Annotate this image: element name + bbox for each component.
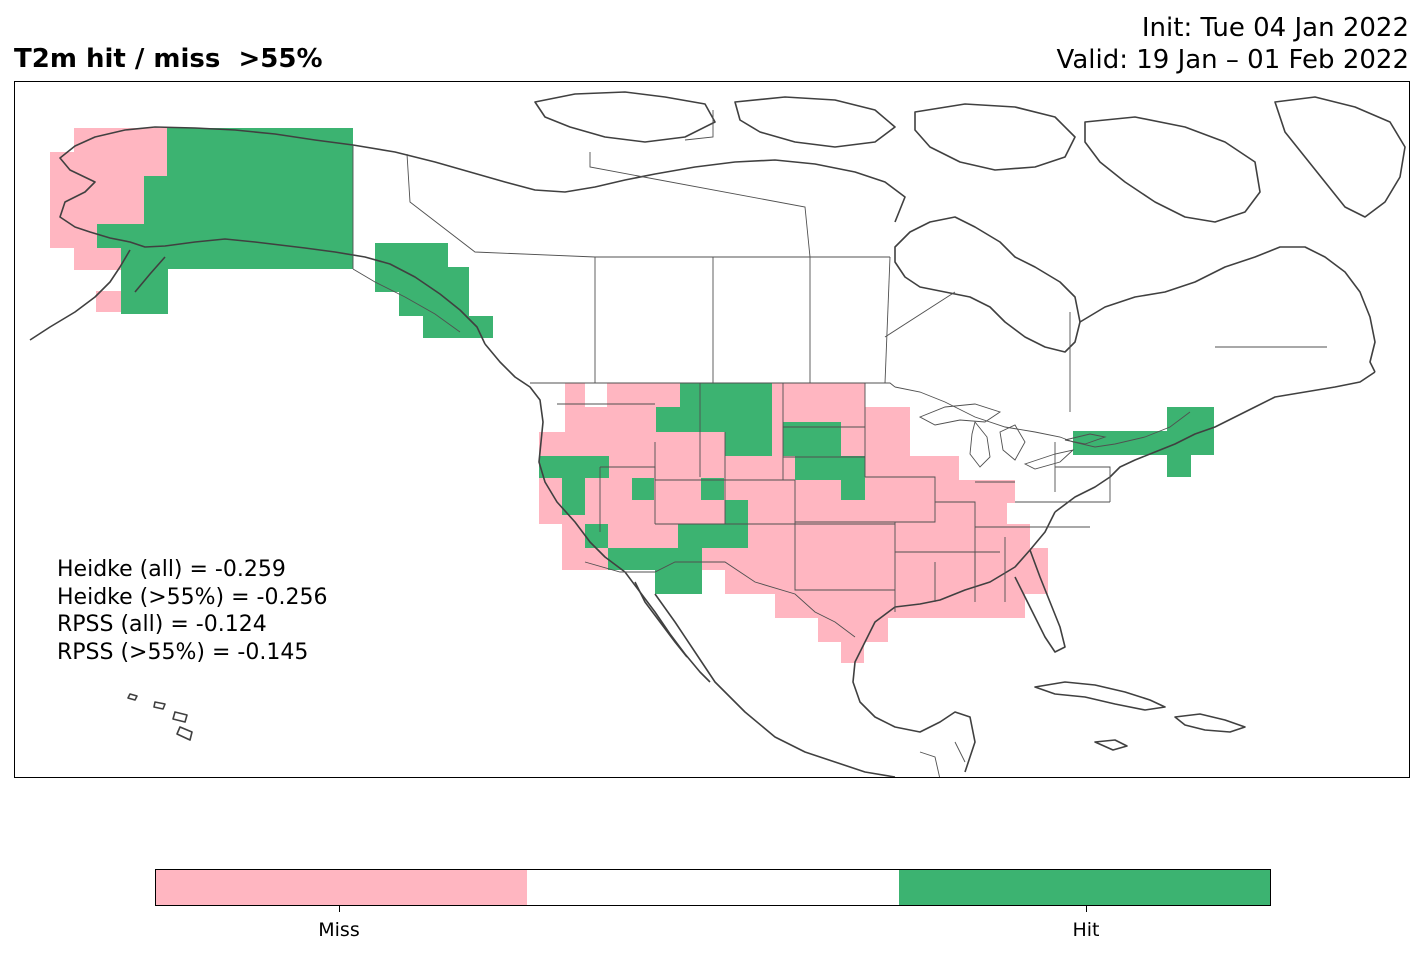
coastlines	[29, 91, 1406, 777]
map-canvas	[29, 91, 1406, 777]
date-info: Init: Tue 04 Jan 2022 Valid: 19 Jan – 01…	[1057, 12, 1409, 76]
white-cells	[585, 383, 607, 407]
colorbar-miss-segment	[156, 870, 528, 905]
colorbar-hit-tick	[1086, 906, 1087, 912]
hit-cells	[97, 128, 1214, 594]
map-title: T2m hit / miss >55%	[14, 44, 323, 74]
rpss-55: RPSS (>55%) = -0.145	[57, 639, 309, 665]
colorbar-miss-tick	[339, 906, 340, 912]
map-panel	[14, 81, 1410, 778]
colorbar-neutral-segment	[527, 870, 899, 905]
valid-range: Valid: 19 Jan – 01 Feb 2022	[1056, 45, 1409, 75]
init-date: Init: Tue 04 Jan 2022	[1141, 13, 1409, 43]
skill-scores: Heidke (all) = -0.259 Heidke (>55%) = -0…	[57, 556, 327, 666]
colorbar-hit-segment	[898, 870, 1270, 905]
colorbar	[155, 869, 1271, 906]
borders	[352, 110, 1327, 777]
heidke-all: Heidke (all) = -0.259	[57, 557, 286, 582]
heidke-55: Heidke (>55%) = -0.256	[57, 584, 328, 610]
rpss-all: RPSS (all) = -0.124	[57, 612, 267, 637]
colorbar-hit-label: Hit	[1072, 919, 1100, 941]
colorbar-miss-label: Miss	[318, 919, 360, 941]
